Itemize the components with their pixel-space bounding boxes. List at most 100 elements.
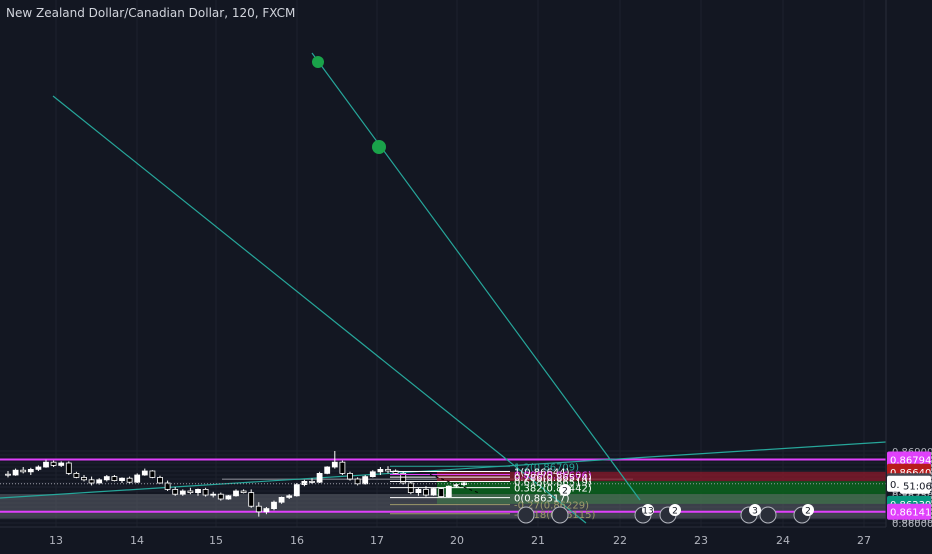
candle-body — [43, 461, 49, 468]
y-tick-label: 0.86000 — [892, 519, 932, 530]
candle-body — [339, 461, 346, 474]
fib-level-label: 0.786(0.86574) — [514, 473, 592, 484]
event-count-badge[interactable] — [749, 504, 761, 516]
candle-body — [240, 490, 247, 493]
event-count-label: 2 — [672, 507, 678, 517]
fib-level-label: -0.27(0.86229) — [514, 501, 589, 512]
candle-body — [172, 488, 179, 495]
candle-body — [301, 480, 308, 485]
marker-circle[interactable] — [372, 140, 386, 154]
event-count-label: 2 — [805, 507, 811, 517]
candle-body — [430, 488, 437, 496]
stop-loss-zone — [437, 471, 886, 482]
candle-body — [385, 468, 391, 472]
take-profit-zone — [437, 481, 886, 495]
candle-body — [149, 470, 156, 478]
candle-body — [164, 482, 171, 490]
price-tag-label: 51:06 — [903, 482, 932, 493]
trend-line-descending[interactable] — [52, 95, 587, 524]
fib-level-label: 1.2(0.86709) — [514, 462, 579, 473]
candle-body — [415, 488, 422, 493]
trend-line-steep[interactable] — [311, 52, 641, 501]
x-tick-label: 16 — [290, 534, 304, 547]
candle-body — [111, 476, 118, 482]
event-count-label: 13 — [642, 507, 653, 517]
candle-body — [271, 501, 277, 510]
chart-title: New Zealand Dollar/Canadian Dollar, 120,… — [6, 6, 296, 20]
candle-body — [35, 466, 42, 470]
price-tag-label: 0.86794 — [890, 455, 931, 466]
candle-body — [88, 479, 95, 484]
candle-body — [12, 469, 19, 476]
x-tick-label: 20 — [450, 534, 464, 547]
candle-body — [5, 473, 11, 476]
candle-body — [248, 492, 255, 507]
candle-body — [233, 490, 239, 497]
candle-body — [423, 488, 429, 496]
candle-body — [293, 484, 300, 497]
candle-body — [377, 468, 384, 473]
candle-body — [103, 476, 110, 481]
candle-body — [119, 477, 125, 482]
fib-level-label: 0.886(0.86606) — [514, 471, 592, 482]
supply-zone — [222, 478, 633, 480]
event-count-label: 3 — [752, 507, 758, 517]
candle-body — [195, 488, 201, 493]
candle-body — [316, 472, 323, 483]
candle-body — [126, 477, 133, 483]
event-flag-icon[interactable] — [517, 506, 535, 524]
candle-body — [58, 462, 65, 466]
candle-body — [331, 461, 338, 468]
x-tick-label: 17 — [370, 534, 384, 547]
candle-body — [278, 496, 285, 503]
y-tick-label: 0.86050 — [892, 515, 932, 526]
x-tick-label: 27 — [857, 534, 871, 547]
fib-level-label: 0.382(0.86442) — [514, 484, 592, 495]
price-tag-resistance — [887, 451, 931, 468]
candle-body — [202, 488, 209, 496]
candle-body — [73, 472, 80, 478]
x-tick-label: 22 — [613, 534, 627, 547]
candle-body — [445, 485, 452, 498]
candle-body — [81, 476, 87, 481]
candle-body — [20, 469, 27, 473]
event-count-badge[interactable] — [642, 504, 654, 516]
candle-body — [217, 493, 224, 500]
event-count-label: 2 — [562, 487, 568, 497]
fib-level-label: 0.618(0.86519) — [514, 477, 592, 488]
take-profit-zone-lower — [437, 494, 886, 504]
candle-body — [354, 478, 361, 485]
event-flag-icon[interactable] — [759, 506, 777, 524]
marker-circle[interactable] — [312, 56, 324, 68]
candle-body — [50, 461, 57, 466]
candle-body — [255, 505, 262, 513]
event-count-badge[interactable] — [802, 504, 814, 516]
candle-body — [324, 466, 331, 474]
candle-body — [263, 508, 270, 513]
event-flag-icon[interactable] — [551, 506, 569, 524]
price-tag-countdown — [900, 477, 930, 494]
candle-body — [141, 470, 148, 476]
candle-body — [187, 490, 194, 493]
candle-body — [461, 482, 467, 485]
event-count-badge[interactable] — [559, 484, 571, 496]
x-tick-label: 14 — [130, 534, 144, 547]
price-tag-support — [887, 503, 931, 520]
fib-level-label: 0(0.86317) — [514, 494, 570, 505]
price-tag-label: 0.86141 — [890, 508, 931, 519]
candle-body — [438, 488, 445, 498]
candle-body — [286, 495, 293, 498]
x-tick-label: 23 — [694, 534, 708, 547]
trend-line-ascending[interactable] — [0, 441, 887, 499]
candle-body — [96, 479, 103, 484]
event-count-badge[interactable] — [669, 504, 681, 516]
x-tick-label: 15 — [209, 534, 223, 547]
x-tick-label: 24 — [776, 534, 790, 547]
candle-body — [362, 476, 369, 485]
candle-body — [309, 480, 315, 483]
candle-body — [157, 476, 163, 484]
candle-body — [400, 472, 407, 484]
x-tick-label: 21 — [531, 534, 545, 547]
